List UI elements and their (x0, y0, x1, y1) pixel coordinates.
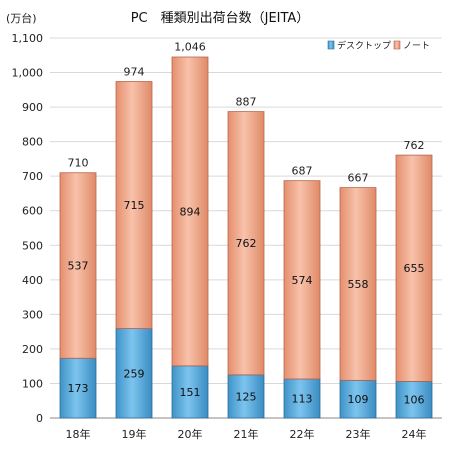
y-tick-label: 700 (22, 170, 43, 183)
bar-segment-note (227, 111, 265, 376)
bar-value-label: 762 (236, 237, 257, 250)
y-tick-label: 0 (36, 412, 43, 425)
legend-label-note: ノート (403, 42, 430, 52)
bar-value-label: 151 (180, 386, 201, 399)
bar-total-label: 687 (292, 165, 313, 178)
bar-total-label: 974 (124, 66, 145, 79)
y-tick-label: 1,000 (12, 67, 44, 80)
x-axis-labels: 18年 19年 20年 21年 22年 23年 24年 (66, 427, 427, 441)
bar-value-label: 259 (124, 367, 145, 380)
y-tick-label: 100 (22, 377, 43, 390)
bar-value-label: 655 (404, 262, 425, 275)
x-tick-label: 23年 (346, 427, 371, 441)
bar-value-label: 894 (180, 205, 201, 218)
legend-label-desktop: デスクトップ (337, 40, 391, 52)
y-tick-label: 800 (22, 136, 43, 149)
y-tick-label: 1,100 (12, 32, 44, 45)
bar-segment-note (339, 187, 377, 381)
bar-segment-note (395, 154, 433, 382)
bar-value-label: 113 (292, 392, 313, 405)
chart-title: PC 種類別出荷台数（JEITA） (131, 10, 310, 26)
y-tick-label: 200 (22, 343, 43, 356)
y-axis-ticks: 0 100 200 300 400 500 600 700 800 900 1,000 1,100 (12, 32, 44, 425)
y-tick-label: 300 (22, 308, 43, 321)
x-tick-label: 24年 (402, 427, 427, 441)
bar-value-label: 574 (292, 274, 313, 287)
bar-segment-desktop (171, 365, 209, 419)
bar-segment-note (59, 172, 97, 359)
bar-total-label: 762 (404, 139, 425, 152)
legend-swatch-note (393, 40, 401, 50)
x-tick-label: 20年 (178, 427, 203, 441)
bar-segment-note (171, 56, 209, 367)
bar-segment-desktop (59, 357, 97, 419)
y-tick-label: 500 (22, 239, 43, 252)
x-tick-label: 22年 (290, 427, 315, 441)
x-tick-label: 21年 (234, 427, 259, 441)
bar-total-label: 1,046 (174, 41, 206, 54)
bar-value-label: 125 (236, 390, 257, 403)
bar-segment-note (115, 81, 153, 329)
legend-swatch-desktop (327, 40, 335, 50)
bar-value-label: 106 (404, 394, 425, 407)
y-axis-unit-label: (万台) (6, 11, 37, 25)
bar-total-label: 710 (68, 157, 89, 170)
bar-value-label: 173 (68, 382, 89, 395)
x-tick-label: 18年 (66, 427, 91, 441)
bars: 173 537 710 259 715 974 151 894 1,046 125 762 887 11… (59, 41, 433, 419)
bar-segment-desktop (395, 380, 433, 419)
y-tick-label: 400 (22, 274, 43, 287)
bar-value-label: 715 (124, 199, 145, 212)
y-tick-label: 600 (22, 205, 43, 218)
bar-segment-note (283, 180, 321, 380)
bar-segment-desktop (339, 379, 377, 419)
bar-value-label: 109 (348, 393, 369, 406)
bar-value-label: 537 (68, 259, 89, 272)
bar-total-label: 667 (348, 172, 369, 185)
legend: デスクトップ ノート (327, 40, 430, 52)
x-tick-label: 19年 (122, 427, 147, 441)
bar-value-label: 558 (348, 278, 369, 291)
bar-segment-desktop (227, 374, 265, 419)
bar-total-label: 887 (236, 96, 257, 109)
y-tick-label: 900 (22, 101, 43, 114)
